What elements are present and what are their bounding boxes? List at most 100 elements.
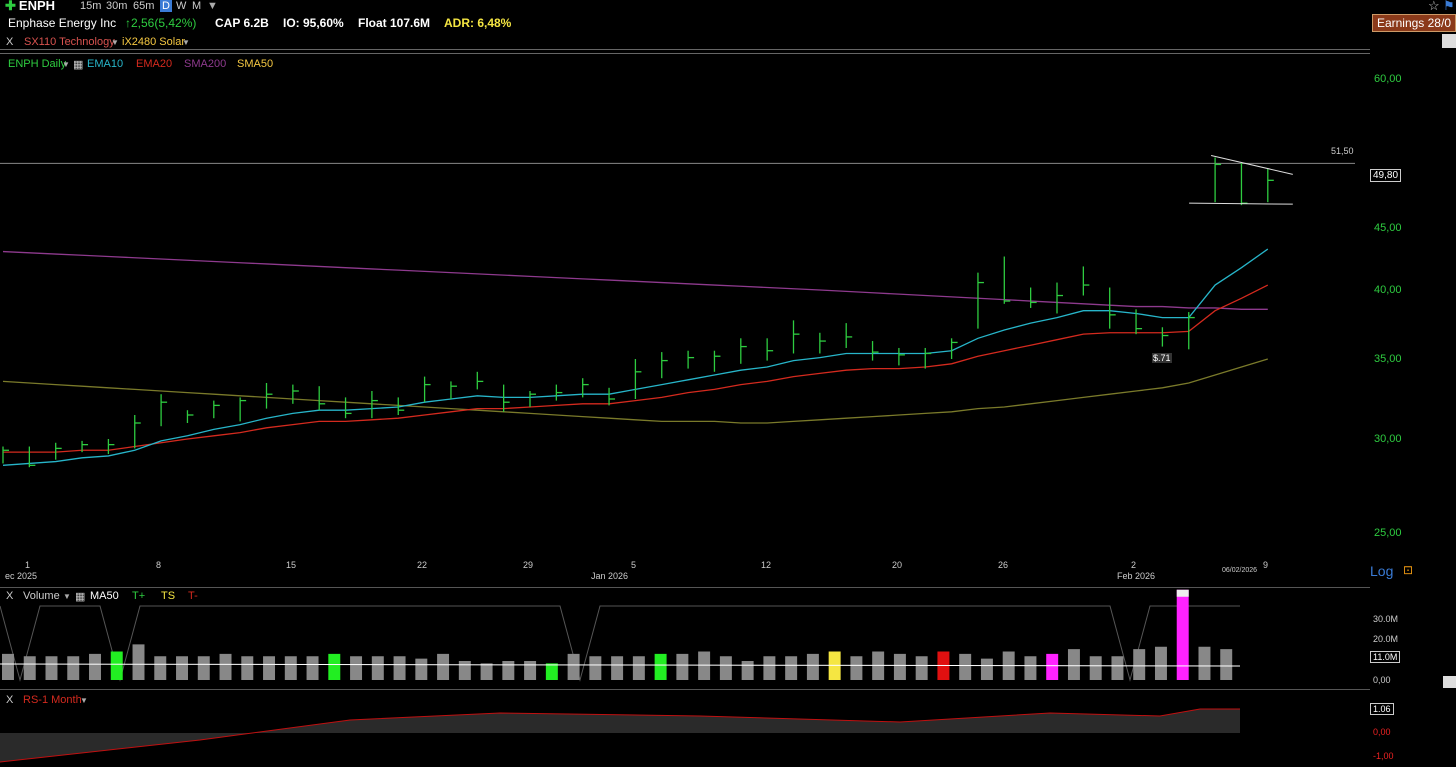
price-tick: 40,00 [1374,284,1402,296]
volume-bar [306,656,319,680]
price-tick: 45,00 [1374,222,1402,234]
price-bar [81,440,89,453]
volume-bar [1089,656,1102,680]
group-bar: X SX110 Technology ▼ iX2480 Solar ▼ [0,34,1456,50]
divider [0,587,1370,588]
price-bar [1030,287,1037,308]
tf-30m[interactable]: 30m [106,0,128,12]
volume-ma[interactable]: MA50 [90,590,119,602]
volume-bar [741,661,754,680]
volume-bar [1111,656,1124,680]
volume-bar [393,656,406,680]
volume-bar [850,656,863,680]
rs-line [0,708,1240,763]
price-bar [608,387,616,406]
price-bar [292,384,299,404]
tf-daily[interactable]: D [160,0,172,12]
t-minus[interactable]: T- [188,590,198,602]
volume-bar [589,656,602,680]
x-tick: 5 [631,560,637,570]
volume-bar [676,653,689,680]
close-rs-icon[interactable]: X [6,694,14,706]
t-oscillator-line [0,605,1240,682]
rs-tick: -1,00 [1373,751,1394,761]
volume-bar [959,653,972,680]
price-bar [924,347,932,369]
earnings-badge[interactable]: Earnings 28/0 [1371,14,1456,32]
volume-bar [1220,649,1233,680]
legend-dropdown-icon[interactable]: ▼ [62,60,70,69]
volume-grid-icon[interactable]: ▦ [75,591,86,603]
ticker-symbol[interactable]: ✚ ENPH [5,0,56,13]
info-bar: Enphase Energy Inc ↑2,56(5,42%) CAP 6.2B… [0,14,1456,34]
star-icon[interactable]: ☆ [1428,0,1440,13]
price-bar [55,442,62,460]
volume-bar [785,656,798,680]
volume-bar [893,653,906,680]
adr: ADR: 6,48% [444,16,512,30]
price-bar [1109,287,1116,329]
price-bar [792,320,800,354]
volume-bar [23,656,36,680]
volume-dropdown-icon[interactable]: ▼ [63,592,71,601]
price-bar [450,381,457,399]
t-plus[interactable]: T+ [132,590,146,602]
volume-bar [545,663,558,680]
volume-bar [524,661,537,680]
legend-symbol[interactable]: ENPH Daily [8,58,67,70]
x-month: Jan 2026 [591,571,629,581]
volume-bar [458,661,471,680]
volume-bar [437,653,450,680]
price-bar [2,446,9,464]
add-icon[interactable]: ✚ [5,0,16,13]
tf-weekly[interactable]: W [176,0,187,12]
low-annotation: $.71 [1152,353,1172,363]
volume-tick: 0,00 [1373,675,1391,685]
sector-dropdown-icon[interactable]: ▼ [111,38,119,47]
panel-toggle-icon[interactable] [1442,34,1456,48]
legend-grid-icon[interactable]: ▦ [73,59,84,71]
rs-dropdown-icon[interactable]: ▼ [80,696,88,705]
volume-bar [1154,646,1167,680]
close-volume-icon[interactable]: X [6,590,14,602]
legend-ema20[interactable]: EMA20 [136,58,173,70]
legend-sma50[interactable]: SMA50 [237,58,274,70]
volume-bar [328,653,341,680]
divider [0,49,1370,50]
ts[interactable]: TS [161,590,176,602]
pattern-upper-line [1210,154,1293,175]
volume-bar [263,656,276,680]
lock-icon[interactable]: ⊡ [1403,563,1414,577]
industry-dropdown-icon[interactable]: ▼ [182,38,190,47]
x-tick: 12 [761,560,772,570]
rs-label[interactable]: RS-1 Month [23,694,82,706]
industry-label[interactable]: iX2480 Solar [122,36,185,48]
panel-toggle-icon[interactable] [1443,676,1456,688]
log-toggle[interactable]: Log [1370,563,1394,579]
volume-bar [980,658,993,680]
close-group-icon[interactable]: X [6,36,14,48]
volume-bar [415,658,428,680]
price-bar [529,391,536,407]
flag-icon[interactable]: ⚑ [1443,0,1455,13]
price-bar [344,397,352,419]
float: Float 107.6M [358,16,431,30]
x-tick: 29 [523,560,534,570]
tf-monthly[interactable]: M [192,0,202,12]
market-cap: CAP 6.2B [215,16,269,30]
legend-ema10[interactable]: EMA10 [87,58,124,70]
price-change: ↑2,56(5,42%) [125,16,197,30]
volume-tick: 30.0M [1373,614,1399,624]
volume-bar [806,653,819,680]
price-bar [397,397,405,415]
divider [0,689,1370,690]
tf-dropdown-icon[interactable]: ▼ [207,0,218,12]
tf-65m[interactable]: 65m [133,0,155,12]
sector-label[interactable]: SX110 Technology [24,36,115,48]
price-bar [740,338,747,364]
volume-label[interactable]: Volume [23,590,60,602]
price-tick: 30,00 [1374,433,1402,445]
tf-15m[interactable]: 15m [80,0,102,12]
legend-sma200[interactable]: SMA200 [184,58,227,70]
